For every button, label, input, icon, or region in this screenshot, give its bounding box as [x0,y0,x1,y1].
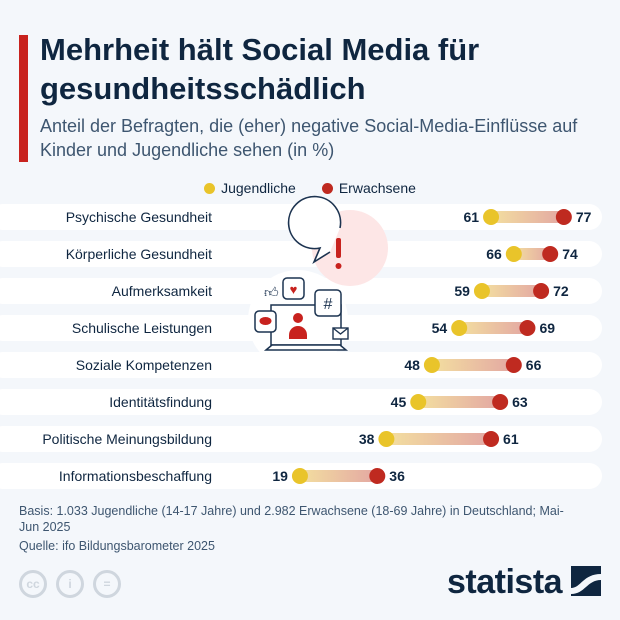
row-background [0,241,602,267]
dot-jugendliche [291,468,308,484]
range-bar [299,470,378,482]
category-label: Politische Meinungsbildung [42,431,212,447]
legend-item-jugendliche: Jugendliche [204,180,296,196]
page-subtitle: Anteil der Befragten, die (eher) negativ… [40,116,578,160]
value-label-erwachsene: 63 [512,394,528,410]
value-label-erwachsene: 77 [576,209,592,225]
basis-note: Basis: 1.033 Jugendliche (14-17 Jahre) u… [19,504,564,534]
range-bar [386,433,492,445]
range-bar [418,396,501,408]
value-label-jugendliche: 48 [404,357,420,373]
svg-text:#: # [324,296,333,313]
dot-erwachsene [483,431,500,447]
category-label: Aufmerksamkeit [112,283,212,299]
legend-label: Jugendliche [221,180,296,196]
range-bar [481,285,542,297]
value-label-erwachsene: 36 [389,468,405,484]
value-label-jugendliche: 38 [359,431,375,447]
category-label: Körperliche Gesundheit [66,246,212,262]
value-label-jugendliche: 45 [391,394,407,410]
value-label-jugendliche: 54 [432,320,448,336]
hashtag-icon [314,289,342,317]
value-label-erwachsene: 66 [526,357,542,373]
legend-dot-yellow [204,182,216,194]
range-bar [513,248,551,260]
title-accent-bar [19,35,28,162]
category-label: Schulische Leistungen [72,320,212,336]
category-label: Identitätsfindung [109,394,212,410]
legend-item-erwachsene: Erwachsene [321,180,416,196]
heart-icon [282,277,305,300]
category-label: Psychische Gesundheit [66,209,212,225]
value-label-jugendliche: 19 [272,468,288,484]
by-icon: i [56,570,84,598]
statista-logo: statista [447,563,601,602]
category-label: Soziale Kompetenzen [76,357,212,373]
dot-jugendliche [473,283,490,299]
dot-erwachsene [519,320,536,336]
dot-jugendliche [451,320,468,336]
value-label-jugendliche: 61 [463,209,479,225]
dot-erwachsene [542,246,559,262]
nd-icon: = [93,570,121,598]
social-media-illustration: ♥ 👍︎ # [248,195,388,370]
value-label-erwachsene: 61 [503,431,519,447]
dot-jugendliche [483,209,500,225]
legend-label: Erwachsene [338,180,416,196]
row-background [0,426,602,452]
value-label-jugendliche: 66 [486,246,502,262]
value-label-jugendliche: 59 [454,283,470,299]
value-label-erwachsene: 74 [562,246,578,262]
value-label-erwachsene: 72 [553,283,569,299]
page-title: Mehrheit hält Social Media für gesundhei… [40,32,480,106]
dot-jugendliche [378,431,395,447]
dot-erwachsene [555,209,572,225]
dot-erwachsene [533,283,550,299]
dot-jugendliche [410,394,427,410]
dot-erwachsene [505,357,522,373]
range-bar [491,211,564,223]
row-background [0,389,602,415]
dot-jugendliche [505,246,522,262]
legend: Jugendliche Erwachsene [0,180,620,196]
person-icon [293,313,303,323]
category-label: Informationsbeschaffung [59,468,212,484]
speech-bubble-icon [287,195,342,265]
dot-erwachsene [492,394,509,410]
cc-icon: cc [19,570,47,598]
dot-jugendliche [423,357,440,373]
exclamation-icon [336,238,341,258]
thumbs-up-icon: 👍︎ [264,284,279,300]
range-bar [431,359,514,371]
range-bar [459,322,528,334]
value-label-erwachsene: 69 [539,320,555,336]
statista-logo-mark [571,566,601,596]
source-note: Quelle: ifo Bildungsbarometer 2025 [19,539,215,553]
dot-erwachsene [369,468,386,484]
legend-dot-red [321,182,333,194]
svg-text:♥: ♥ [290,282,298,297]
